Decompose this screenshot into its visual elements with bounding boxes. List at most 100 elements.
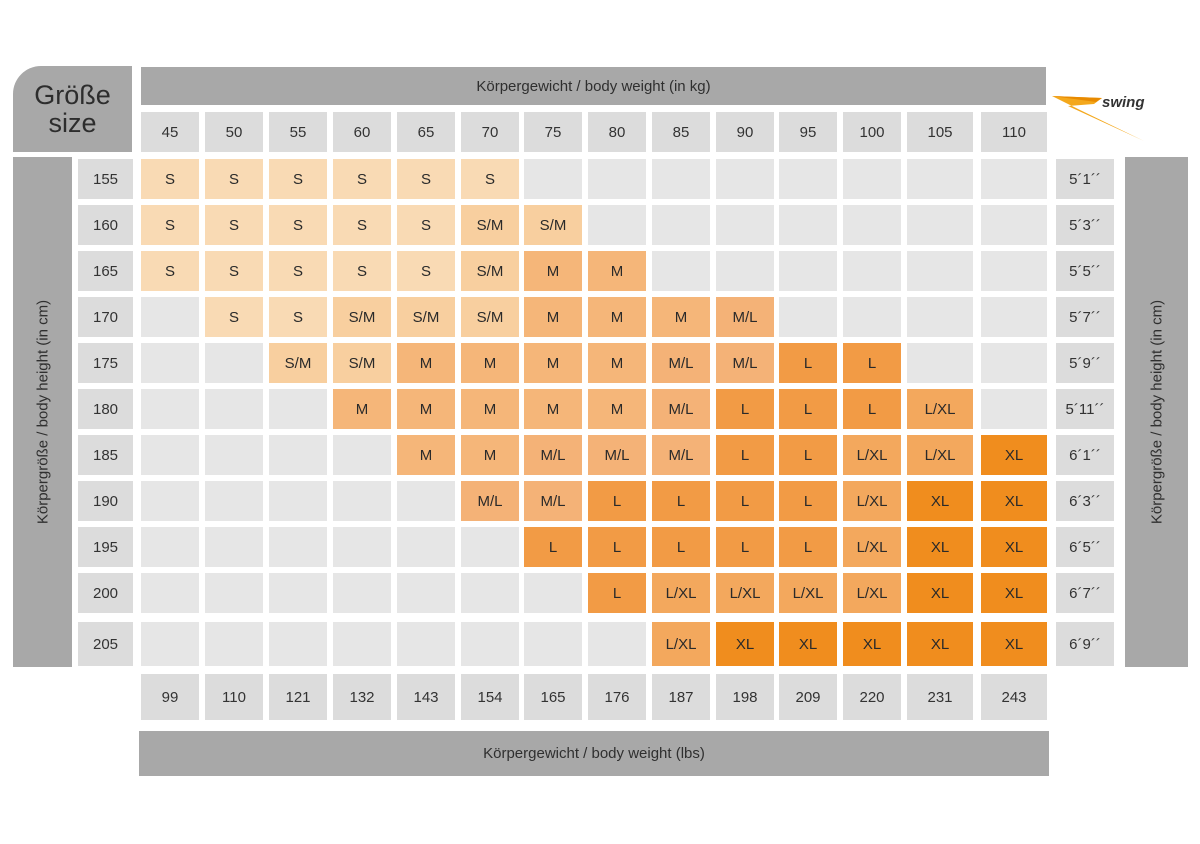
size-cell: L — [652, 481, 710, 521]
size-cell: M/L — [652, 389, 710, 429]
empty-cell — [333, 573, 391, 613]
size-cell: XL — [981, 435, 1047, 475]
height-cm-header: 160 — [78, 205, 133, 245]
weight-lbs-header: 176 — [588, 674, 646, 720]
corner-label-english: size — [48, 108, 97, 138]
size-cell: S — [397, 205, 455, 245]
size-cell: L — [716, 527, 774, 567]
size-cell: L/XL — [843, 481, 901, 521]
height-ft-header: 6´1´´ — [1056, 435, 1114, 475]
size-cell: S — [269, 159, 327, 199]
empty-cell — [141, 481, 199, 521]
size-cell: XL — [907, 481, 973, 521]
weight-lbs-header: 243 — [981, 674, 1047, 720]
empty-cell — [205, 622, 263, 666]
empty-cell — [907, 343, 973, 383]
height-cm-header: 180 — [78, 389, 133, 429]
size-cell: M — [524, 251, 582, 291]
size-cell: S — [269, 297, 327, 337]
size-cell: XL — [907, 573, 973, 613]
size-cell: S — [333, 205, 391, 245]
size-cell: L/XL — [843, 573, 901, 613]
empty-cell — [779, 205, 837, 245]
empty-cell — [981, 205, 1047, 245]
empty-cell — [524, 573, 582, 613]
size-cell: M — [524, 297, 582, 337]
height-ft-header: 5´7´´ — [1056, 297, 1114, 337]
empty-cell — [461, 573, 519, 613]
size-cell: L/XL — [843, 435, 901, 475]
size-cell: M/L — [652, 343, 710, 383]
size-cell: L — [588, 481, 646, 521]
weight-kg-header: 45 — [141, 112, 199, 152]
weight-lbs-header: 143 — [397, 674, 455, 720]
height-cm-header: 165 — [78, 251, 133, 291]
empty-cell — [141, 527, 199, 567]
empty-cell — [269, 481, 327, 521]
height-cm-header: 175 — [78, 343, 133, 383]
empty-cell — [779, 159, 837, 199]
empty-cell — [907, 251, 973, 291]
size-cell: S — [141, 251, 199, 291]
empty-cell — [141, 389, 199, 429]
size-cell: XL — [843, 622, 901, 666]
size-cell: S — [205, 205, 263, 245]
height-cm-header: 200 — [78, 573, 133, 613]
weight-lbs-header: 99 — [141, 674, 199, 720]
weight-lbs-header: 154 — [461, 674, 519, 720]
size-cell: L — [652, 527, 710, 567]
empty-cell — [141, 343, 199, 383]
empty-cell — [716, 205, 774, 245]
left-height-title: Körpergröße / body height (in cm) — [13, 157, 72, 667]
empty-cell — [843, 205, 901, 245]
size-cell: L — [588, 573, 646, 613]
weight-lbs-header: 121 — [269, 674, 327, 720]
size-cell: S — [205, 159, 263, 199]
size-cell: M/L — [652, 435, 710, 475]
size-cell: M — [333, 389, 391, 429]
size-cell: L — [779, 343, 837, 383]
size-cell: XL — [981, 481, 1047, 521]
size-cell: S — [333, 159, 391, 199]
weight-lbs-header: 198 — [716, 674, 774, 720]
empty-cell — [524, 159, 582, 199]
height-cm-header: 155 — [78, 159, 133, 199]
empty-cell — [269, 527, 327, 567]
empty-cell — [141, 435, 199, 475]
right-height-title-text: Körpergröße / body height (in cm) — [1148, 299, 1165, 525]
size-cell: S/M — [333, 297, 391, 337]
empty-cell — [779, 251, 837, 291]
size-cell: M — [397, 389, 455, 429]
size-cell: L — [716, 481, 774, 521]
empty-cell — [981, 297, 1047, 337]
height-ft-header: 6´5´´ — [1056, 527, 1114, 567]
empty-cell — [205, 435, 263, 475]
size-cell: L — [716, 389, 774, 429]
size-cell: M — [588, 297, 646, 337]
size-cell: M/L — [524, 435, 582, 475]
swing-logo-swoosh-icon — [1052, 96, 1144, 141]
size-cell: M — [397, 343, 455, 383]
size-cell: M — [588, 389, 646, 429]
weight-kg-header: 95 — [779, 112, 837, 152]
swing-logo-wordmark: swing — [1102, 94, 1145, 111]
height-ft-header: 6´7´´ — [1056, 573, 1114, 613]
left-height-title-text: Körpergröße / body height (in cm) — [34, 299, 51, 525]
empty-cell — [205, 527, 263, 567]
size-cell: S — [141, 159, 199, 199]
weight-kg-header: 60 — [333, 112, 391, 152]
weight-kg-header: 90 — [716, 112, 774, 152]
height-cm-header: 205 — [78, 622, 133, 666]
empty-cell — [205, 573, 263, 613]
size-cell: M — [461, 389, 519, 429]
weight-lbs-header: 220 — [843, 674, 901, 720]
empty-cell — [716, 159, 774, 199]
empty-cell — [269, 573, 327, 613]
size-cell: M — [524, 343, 582, 383]
weight-kg-header: 75 — [524, 112, 582, 152]
top-weight-kg-title: Körpergewicht / body weight (in kg) — [141, 67, 1046, 105]
empty-cell — [461, 622, 519, 666]
size-cell: L — [524, 527, 582, 567]
empty-cell — [397, 481, 455, 521]
size-cell: L/XL — [652, 573, 710, 613]
